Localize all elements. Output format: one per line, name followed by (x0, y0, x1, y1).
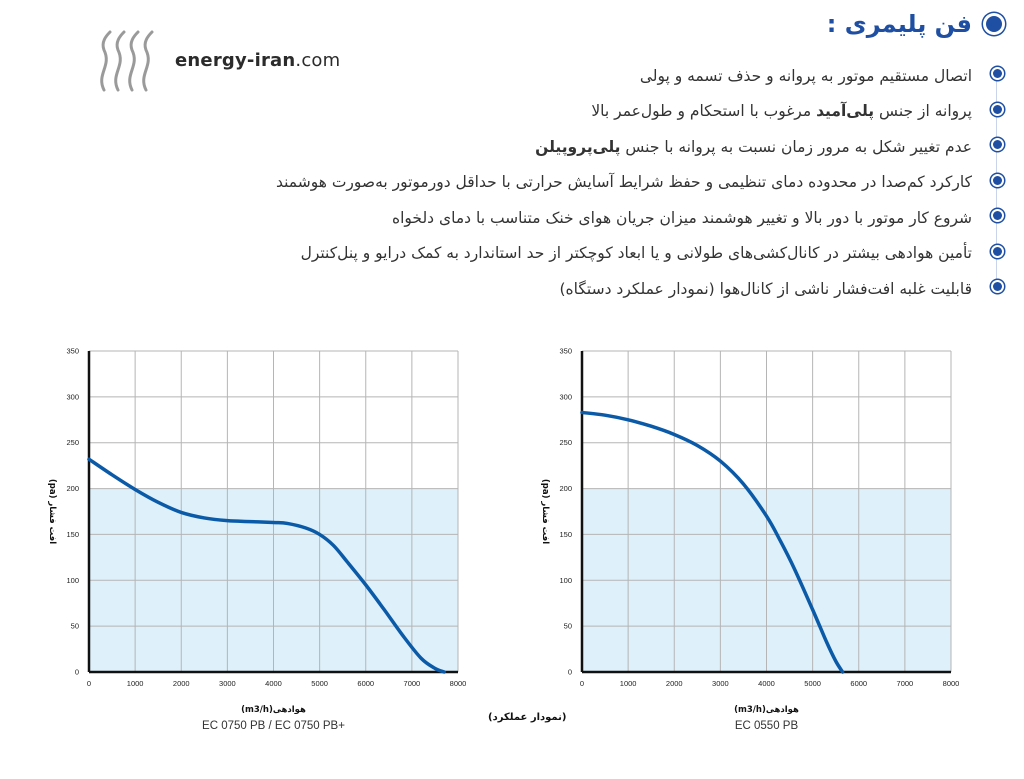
site-name-bold: energy-iran (175, 50, 296, 71)
y-tick-label: 150 (66, 530, 79, 539)
x-tick-label: 4000 (265, 679, 282, 688)
y-tick-label: 100 (66, 576, 79, 585)
feature-item: کارکرد کم‌صدا در محدوده دمای تنظیمی و حف… (182, 164, 1002, 201)
y-tick-label: 250 (559, 438, 572, 447)
performance-chart-left: 0 50 100 150 200 250 300 350 0 1000 2000 3000 4000 50… (47, 347, 467, 733)
site-name-rest: .com (295, 50, 341, 71)
x-tick-label: 4000 (758, 679, 775, 688)
x-tick-label: 7000 (404, 679, 421, 688)
y-tick-label: 200 (66, 484, 79, 493)
performance-curve (87, 457, 446, 674)
y-tick-label: 250 (66, 438, 79, 447)
y-tick-label: 350 (559, 347, 572, 356)
x-tick-label: 0 (87, 679, 91, 688)
feature-item: پروانه از جنس پلی‌آمید مرغوب با استحکام … (182, 93, 1002, 130)
x-tick-label: 2000 (173, 679, 190, 688)
section-heading: فن پلیمری : (827, 10, 1002, 38)
feature-text: پروانه از جنس پلی‌آمید مرغوب با استحکام … (591, 102, 972, 120)
flame-lines-logo-icon (100, 30, 154, 92)
x-axis-title: هوادهی(m3/h) (241, 705, 306, 715)
feature-item: تأمین هوادهی بیشتر در کانال‌کشی‌های طولا… (182, 235, 1002, 272)
x-tick-label: 3000 (219, 679, 236, 688)
feature-list: اتصال مستقیم موتور به پروانه و حذف تسمه … (182, 58, 1002, 307)
bullet-icon (993, 140, 1002, 149)
section-title: فن پلیمری : (826, 10, 972, 38)
x-axis-title-prefix: هوادهی (766, 705, 799, 715)
x-tick-label: 7000 (897, 679, 914, 688)
feature-text-bold: پلی‌پروپیلن (535, 137, 621, 156)
feature-item: شروع کار موتور با دور بالا و تغییر هوشمن… (182, 200, 1002, 236)
y-tick-label: 0 (568, 668, 572, 677)
model-label: EC 0750 PB / EC 0750 PB+ (202, 720, 345, 732)
feature-text: شروع کار موتور با دور بالا و تغییر هوشمن… (392, 208, 972, 227)
x-tick-label: 6000 (850, 679, 867, 688)
performance-chart-right: 0 50 100 150 200 250 300 350 0 1000 2000 3000 4000 50… (540, 347, 960, 733)
bullet-icon (993, 246, 1002, 256)
feature-text: اتصال مستقیم موتور به پروانه و حذف تسمه … (639, 66, 972, 85)
y-tick-label: 50 (71, 622, 79, 631)
y-tick-label: 350 (66, 347, 79, 356)
feature-text: کارکرد کم‌صدا در محدوده دمای تنظیمی و حف… (275, 173, 972, 192)
y-tick-label: 300 (559, 392, 572, 401)
y-tick-label: 300 (66, 392, 79, 401)
heading-bullet-icon (986, 16, 1002, 32)
feature-text: قابلیت غلبه افت‌فشار ناشی از کانال‌هوا (… (559, 279, 972, 298)
feature-text-part: مرغوب با استحکام و طول‌عمر بالا (591, 102, 817, 121)
x-tick-label: 1000 (620, 679, 637, 688)
feature-text: تأمین هوادهی بیشتر در کانال‌کشی‌های طولا… (300, 244, 972, 263)
y-tick-label: 200 (559, 484, 572, 493)
feature-text-part: عدم تغییر شکل به مرور زمان نسبت به پروان… (620, 137, 972, 156)
feature-item: عدم تغییر شکل به مرور زمان نسبت به پروان… (182, 129, 1002, 165)
x-tick-label: 0 (580, 679, 584, 688)
y-axis-title: افت فشار (pa) (47, 479, 57, 544)
y-tick-label: 0 (75, 668, 79, 677)
bullet-icon (993, 282, 1002, 291)
model-label: EC 0550 PB (735, 720, 799, 732)
x-tick-label: 6000 (357, 679, 374, 688)
bullet-icon (993, 104, 1002, 114)
feature-text: عدم تغییر شکل به مرور زمان نسبت به پروان… (535, 138, 972, 156)
x-tick-label: 8000 (450, 679, 467, 688)
performance-curve (580, 410, 845, 674)
x-axis-title-prefix: هوادهی (273, 705, 306, 715)
feature-text-part: پروانه از جنس (874, 102, 972, 121)
x-tick-label: 5000 (804, 679, 821, 688)
y-tick-label: 100 (559, 576, 572, 585)
x-axis-title-unit: (m3/h) (241, 705, 273, 715)
x-tick-label: 2000 (666, 679, 683, 688)
x-tick-label: 5000 (311, 679, 328, 688)
feature-item: اتصال مستقیم موتور به پروانه و حذف تسمه … (182, 58, 1002, 94)
performance-chart-label: (نمودار عملکرد) (488, 712, 567, 723)
site-name: energy-iran.com (175, 50, 340, 71)
y-tick-label: 50 (564, 622, 572, 631)
y-axis-title: افت فشار (pa) (540, 479, 550, 544)
x-tick-label: 1000 (127, 679, 144, 688)
y-tick-label: 150 (559, 530, 572, 539)
bullet-icon (993, 69, 1002, 78)
x-tick-label: 3000 (712, 679, 729, 688)
x-axis-title: هوادهی(m3/h) (734, 705, 799, 715)
x-tick-label: 8000 (943, 679, 960, 688)
bullet-icon (993, 211, 1002, 220)
feature-item: قابلیت غلبه افت‌فشار ناشی از کانال‌هوا (… (182, 271, 1002, 307)
feature-text-bold: پلی‌آمید (816, 102, 875, 121)
x-axis-title-unit: (m3/h) (734, 705, 766, 715)
bullet-icon (993, 175, 1002, 185)
